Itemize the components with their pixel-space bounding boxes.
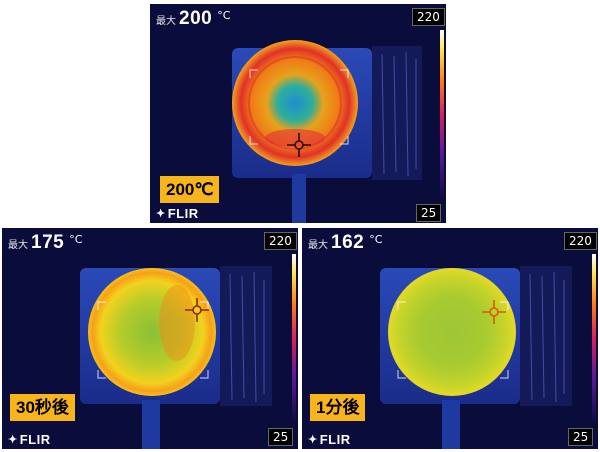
- scale-min: 25: [268, 428, 294, 446]
- flir-logo-icon: ✦: [308, 434, 318, 446]
- scale-max: 220: [412, 8, 445, 26]
- unit-label: °C: [369, 233, 383, 246]
- thermal-panel-bottom-right: 最大 162 °C 220 25 1分後 ✦ FLIR: [302, 228, 598, 449]
- crosshair-icon: [185, 298, 209, 322]
- max-value: 162: [331, 232, 365, 253]
- time-badge: 1分後: [310, 394, 366, 421]
- time-badge: 200℃: [160, 176, 220, 203]
- time-badge: 30秒後: [10, 394, 75, 421]
- flir-logo-icon: ✦: [156, 208, 166, 220]
- flir-logo: ✦ FLIR: [156, 206, 199, 221]
- unit-label: °C: [69, 233, 83, 246]
- max-value: 200: [179, 8, 213, 29]
- max-label: 最大: [156, 16, 176, 27]
- color-scale-bar: [440, 30, 444, 200]
- color-scale-bar: [292, 254, 296, 424]
- scale-min: 25: [416, 204, 442, 222]
- max-label: 最大: [308, 240, 328, 251]
- flir-logo: ✦ FLIR: [308, 432, 351, 447]
- unit-label: °C: [217, 9, 231, 22]
- scale-min: 25: [568, 428, 594, 446]
- max-temperature-readout: 最大 162 °C: [308, 232, 382, 254]
- scale-max: 220: [264, 232, 297, 250]
- max-value: 175: [31, 232, 65, 253]
- crosshair-icon: [287, 133, 311, 157]
- crosshair-icon: [482, 300, 506, 324]
- thermal-panel-bottom-left: 最大 175 °C 220 25 30秒後 ✦ FLIR: [2, 228, 298, 449]
- thermal-panel-top: 最大 200 °C 220 25 200℃ ✦ FLIR: [150, 4, 446, 223]
- thermal-image: [302, 228, 598, 449]
- thermal-image: [2, 228, 298, 449]
- scale-max: 220: [564, 232, 597, 250]
- flir-logo: ✦ FLIR: [8, 432, 51, 447]
- flir-logo-icon: ✦: [8, 434, 18, 446]
- color-scale-bar: [592, 254, 596, 424]
- max-label: 最大: [8, 240, 28, 251]
- max-temperature-readout: 最大 175 °C: [8, 232, 82, 254]
- max-temperature-readout: 最大 200 °C: [156, 8, 230, 30]
